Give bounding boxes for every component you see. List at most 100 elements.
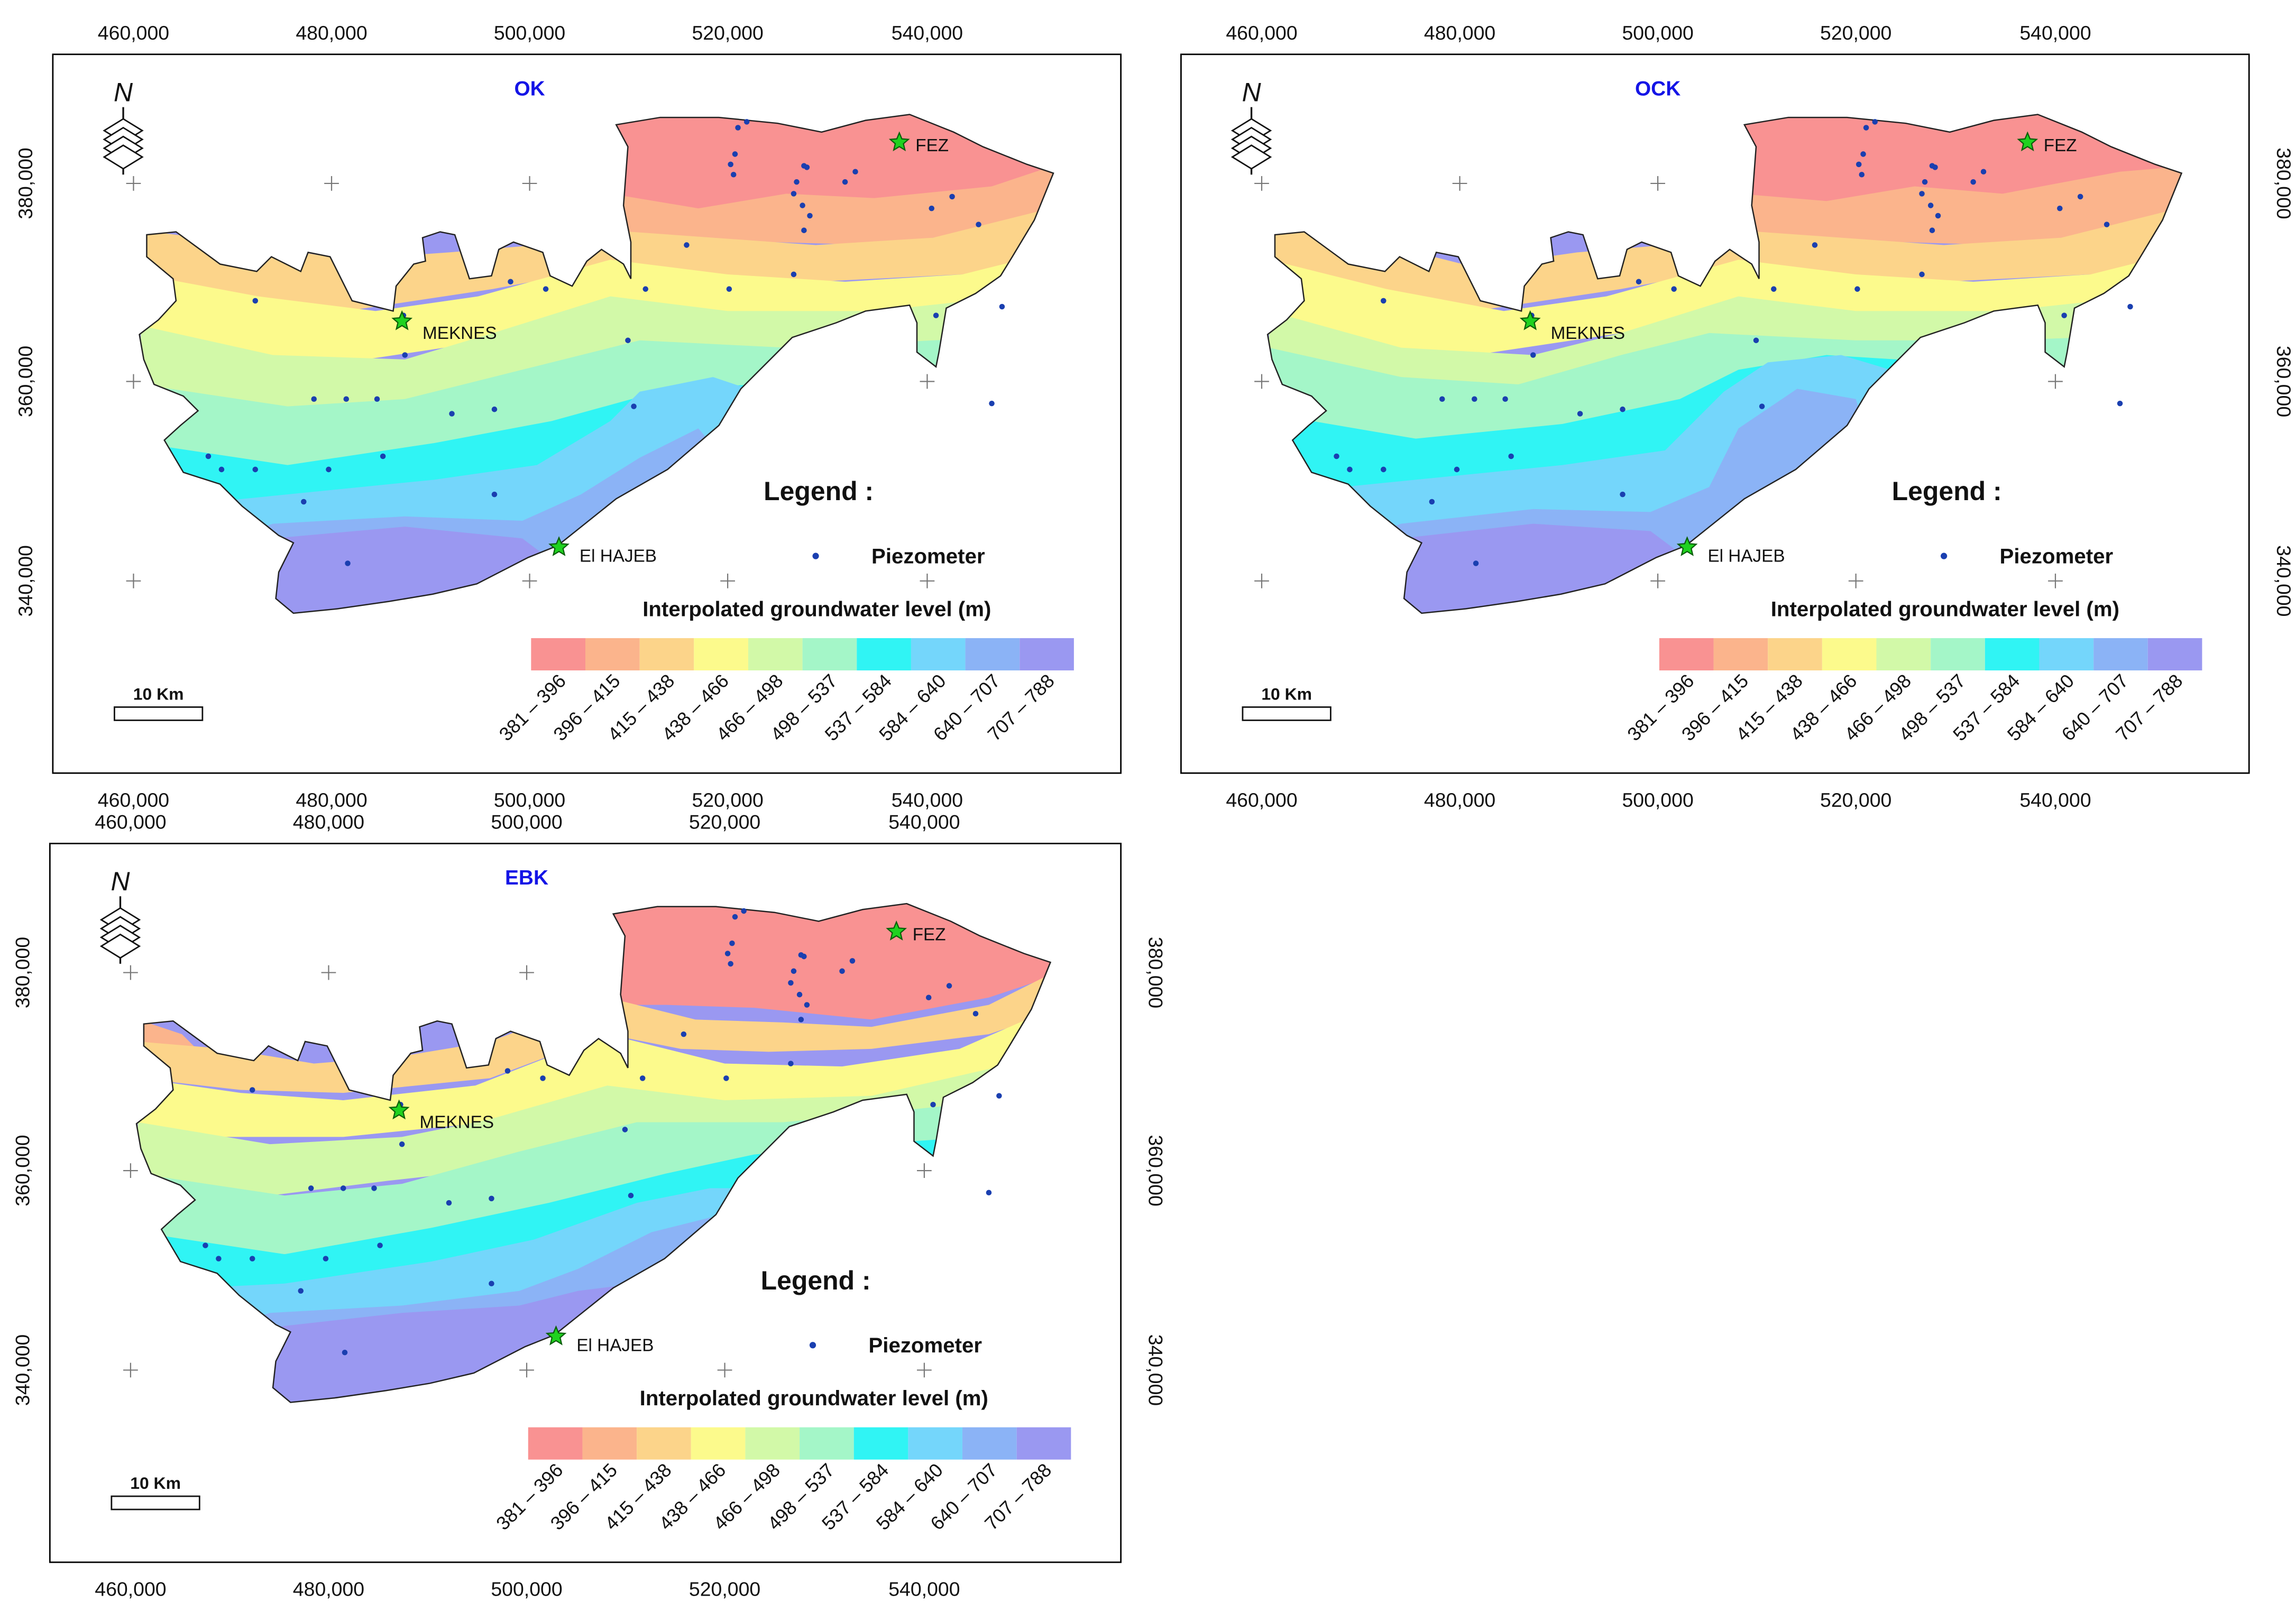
piezometer-point [728, 161, 733, 168]
x-coord-label-top: 520,000 [689, 811, 760, 833]
piezometer-point [729, 940, 735, 946]
piezometer-point [252, 466, 259, 473]
piezometer-point [684, 242, 690, 248]
piezometer-point [2117, 400, 2123, 407]
piezometer-point [491, 491, 498, 498]
legend-swatch [637, 1427, 691, 1460]
piezometer-point [342, 1349, 348, 1356]
level-zone-band [137, 997, 1051, 1137]
legend-swatch [1876, 638, 1931, 671]
legend-swatch [528, 1427, 583, 1460]
level-zone-band [1738, 164, 2182, 245]
piezometer-point [1753, 337, 1759, 344]
city-label: MEKNES [419, 1113, 494, 1132]
legend-swatch [1931, 638, 1985, 671]
x-coord-label-top: 540,000 [892, 22, 963, 44]
x-coord-label-bottom: 520,000 [692, 789, 763, 811]
piezometer-point [371, 1185, 377, 1191]
basin-outline [1266, 114, 2183, 614]
piezometer-point [1671, 286, 1677, 292]
piezometer-point [1929, 163, 1935, 169]
piezometer-point [849, 958, 856, 964]
piezometer-point [1872, 119, 1878, 125]
map-panel-ok: 460,000 460,000 480,000 480,000 500,000 500,0… [14, 22, 1122, 811]
piezometer-point [1473, 560, 1479, 566]
city-star-icon [886, 920, 907, 941]
legend-swatch [1016, 1427, 1071, 1460]
piezometer-point [929, 205, 935, 211]
piezometer-point [842, 179, 848, 185]
level-zone-band [243, 527, 552, 613]
legend-piezometer-label: Piezometer [2000, 545, 2114, 568]
piezometer-point [489, 1195, 494, 1202]
legend-swatch [1713, 638, 1768, 671]
piezometer-point [1759, 403, 1765, 409]
legend-swatch [800, 1427, 854, 1460]
legend-swatch [1768, 638, 1822, 671]
x-coord-label-top: 460,000 [95, 811, 166, 833]
piezometer-point [625, 337, 631, 344]
y-coord-label-right: 380,000 [1144, 937, 1167, 1008]
piezometer-point [323, 1256, 329, 1261]
legend-swatch [585, 638, 640, 671]
piezometer-point [249, 1256, 255, 1261]
piezometer-point [681, 1031, 687, 1037]
x-coord-label-bottom: 520,000 [689, 1578, 760, 1600]
legend-title: Legend : [1892, 476, 2002, 506]
piezometer-point [380, 453, 386, 459]
y-coord-label-left: 340,000 [11, 1334, 33, 1406]
piezometer-point [449, 411, 455, 417]
piezometer-point [377, 1242, 383, 1248]
piezometer-point [2127, 303, 2133, 310]
x-coord-label-top: 480,000 [296, 22, 367, 44]
city-label: El HAJEB [576, 1336, 654, 1355]
piezometer-point [639, 1075, 646, 1081]
legend-swatch [2147, 638, 2202, 671]
piezometer-point [2104, 222, 2110, 227]
x-coord-label-top: 540,000 [888, 811, 960, 833]
piezometer-point [801, 163, 807, 169]
piezometer-point [2077, 194, 2083, 200]
piezometer-point [999, 303, 1005, 310]
piezometer-point [946, 983, 952, 989]
piezometer-point [1502, 396, 1508, 402]
city-label: El HAJEB [1707, 547, 1785, 566]
piezometer-point [807, 213, 813, 219]
y-coord-label-right: 360,000 [2273, 346, 2295, 417]
svg-text:N: N [114, 78, 133, 107]
piezometer-point [788, 1061, 794, 1066]
scale-bar-label: 10 Km [133, 685, 184, 704]
piezometer-point [311, 396, 317, 402]
piezometer-point [508, 279, 513, 285]
piezometer-point [1454, 466, 1460, 473]
x-coord-label-bottom: 460,000 [98, 789, 169, 811]
piezometer-point [852, 169, 858, 175]
legend-swatch [582, 1427, 637, 1460]
y-coord-label-right: 360,000 [1144, 1135, 1167, 1206]
legend-swatch [531, 638, 586, 671]
piezometer-point [791, 191, 797, 197]
x-coord-label-top: 460,000 [1226, 22, 1297, 44]
piezometer-point [1347, 466, 1353, 473]
city-star-icon [545, 1325, 567, 1346]
piezometer-point [1381, 466, 1386, 473]
piezometer-point [989, 400, 995, 407]
city-label: El HAJEB [580, 547, 657, 566]
piezometer-point [345, 560, 351, 566]
x-coord-label-top: 520,000 [692, 22, 763, 44]
piezometer-point [326, 466, 332, 473]
legend-ramp-title: Interpolated groundwater level (m) [642, 597, 991, 621]
x-coord-label-top: 500,000 [491, 811, 562, 833]
legend-piezometer-icon [809, 1342, 816, 1349]
map-panel-ock: 460,000 460,000 480,000 480,000 500,000 500,0… [1180, 22, 2295, 811]
piezometer-point [491, 406, 498, 412]
legend-ramp-title: Interpolated groundwater level (m) [640, 1386, 988, 1410]
piezometer-point [2057, 205, 2063, 211]
x-coord-label-top: 540,000 [2019, 22, 2091, 44]
y-coord-label-right: 340,000 [2273, 545, 2295, 616]
piezometer-point [1771, 286, 1777, 292]
x-coord-label-bottom: 460,000 [1226, 789, 1297, 811]
city-label: MEKNES [1551, 324, 1625, 343]
panel-title: OK [514, 77, 545, 100]
piezometer-point [374, 396, 380, 402]
